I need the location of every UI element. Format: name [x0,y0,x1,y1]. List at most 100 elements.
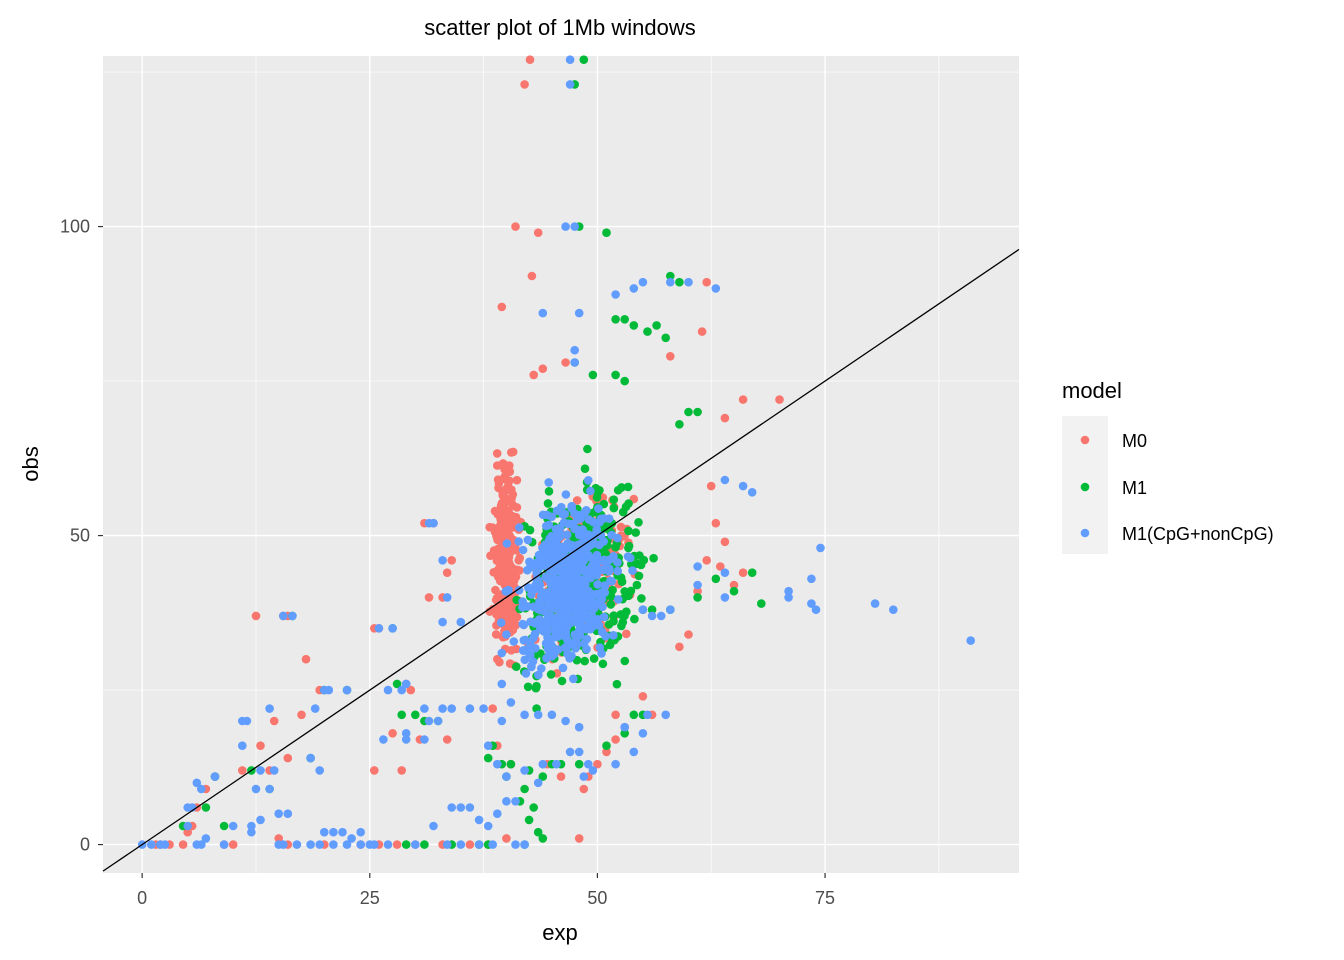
data-point [247,827,256,837]
data-point [569,555,578,565]
data-point [552,525,561,534]
data-point [632,580,642,590]
data-point [465,704,475,713]
scatter-points [137,55,975,849]
data-point [529,370,538,380]
data-point [388,729,397,738]
data-point [546,670,556,679]
data-point [617,577,627,586]
legend-key-m0 [1080,435,1090,445]
data-point [693,593,702,602]
data-point [509,637,519,646]
data-point [501,587,511,596]
data-point [675,642,684,652]
data-point [557,502,566,512]
data-point [538,364,548,374]
data-point [401,735,411,744]
data-point [492,610,501,619]
data-point [611,735,620,744]
data-point [634,571,644,581]
data-point [508,490,518,499]
data-point [570,601,580,610]
data-point [602,228,611,237]
data-point [247,821,256,831]
data-point [521,669,531,678]
data-point [613,566,622,576]
data-point [508,447,518,457]
data-point [620,656,630,666]
reference-line [102,248,1020,872]
data-point [675,277,684,287]
data-point [342,685,352,695]
legend-label-m0: M0 [1122,431,1147,451]
data-point [602,741,611,750]
data-point [492,449,502,458]
data-point [512,612,522,622]
data-point [816,543,825,553]
data-point [519,620,529,630]
data-point [547,570,557,580]
data-point [870,599,880,608]
data-point [597,594,607,604]
data-point [533,228,543,237]
data-point [256,766,265,775]
data-point [356,840,366,849]
data-point [474,840,484,849]
data-point [514,537,523,546]
data-point [518,603,527,612]
y-tick-label: 50 [70,526,90,546]
data-point [616,522,626,532]
data-point [574,510,583,520]
data-point [310,704,320,713]
data-point [502,630,511,639]
data-point [528,657,538,666]
data-point [256,741,265,750]
data-point [498,459,508,468]
data-point [486,551,495,560]
data-point [483,821,493,831]
data-point [531,580,540,590]
data-point [251,784,261,794]
data-point [579,610,588,619]
data-point [505,620,514,629]
data-point [532,681,541,691]
data-point [420,735,429,744]
data-point [599,612,609,622]
data-point [649,553,658,563]
data-point [638,692,648,701]
data-point [666,271,675,281]
data-point [579,772,589,781]
data-point [306,840,315,849]
data-point [392,840,402,849]
data-point [491,630,501,639]
data-point [611,315,620,324]
data-point [562,530,572,539]
data-point [579,55,589,64]
data-point [560,509,569,519]
data-point [583,444,592,454]
data-point [543,626,553,636]
data-point [638,277,648,287]
data-point [401,679,411,689]
data-point [647,611,657,621]
data-point [178,840,188,849]
data-point [557,676,567,686]
axis-ticks: 0 25 50 75 0 50 100 [60,217,835,908]
data-point [442,840,452,849]
data-point [529,803,538,812]
data-point [465,803,475,812]
data-point [598,602,607,612]
data-point [438,704,447,713]
data-point [564,573,573,582]
data-point [593,488,602,497]
data-point [578,525,587,534]
data-point [589,654,599,663]
data-point [502,572,512,582]
data-point [523,682,533,692]
data-point [506,698,516,707]
data-point [586,568,595,577]
data-point [568,542,578,552]
data-point [647,605,657,614]
data-point [684,277,693,287]
data-point [288,611,297,621]
